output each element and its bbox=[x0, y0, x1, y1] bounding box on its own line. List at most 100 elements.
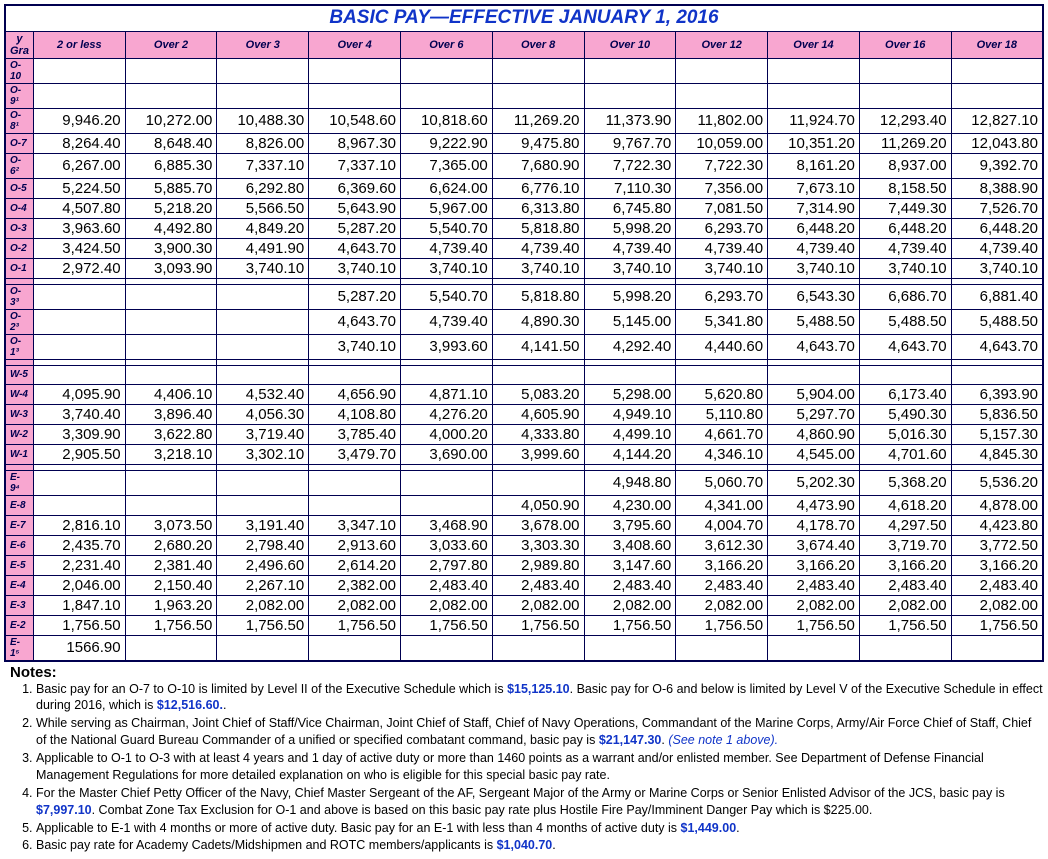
note-item: For the Master Chief Petty Officer of th… bbox=[36, 785, 1044, 819]
pay-value: 4,643.70 bbox=[859, 334, 951, 359]
pay-value: 7,722.30 bbox=[676, 153, 768, 178]
note-item: Applicable to E-1 with 4 months or more … bbox=[36, 820, 1044, 837]
pay-value: 5,488.50 bbox=[768, 309, 860, 334]
pay-value: 7,337.10 bbox=[217, 153, 309, 178]
grade-label: O-3 bbox=[5, 218, 33, 238]
grade-label: O-2 bbox=[5, 238, 33, 258]
grade-label: W-4 bbox=[5, 384, 33, 404]
grade-label: E-4 bbox=[5, 575, 33, 595]
pay-value: 6,776.10 bbox=[492, 178, 584, 198]
grade-label: O-10 bbox=[5, 58, 33, 83]
pay-value: 12,043.80 bbox=[951, 133, 1043, 153]
grade-label: E-5 bbox=[5, 555, 33, 575]
pay-value: 3,309.90 bbox=[33, 424, 125, 444]
years-column-header: Over 18 bbox=[951, 31, 1043, 58]
pay-value: 3,408.60 bbox=[584, 535, 676, 555]
pay-value: 5,145.00 bbox=[584, 309, 676, 334]
grade-label: E-9⁴ bbox=[5, 470, 33, 495]
pay-value: 5,060.70 bbox=[676, 470, 768, 495]
pay-value: 5,341.80 bbox=[676, 309, 768, 334]
table-row: E-21,756.501,756.501,756.501,756.501,756… bbox=[5, 615, 1043, 635]
pay-value: 3,740.10 bbox=[309, 334, 401, 359]
pay-value: 5,083.20 bbox=[492, 384, 584, 404]
pay-value bbox=[33, 58, 125, 83]
pay-value: 2,082.00 bbox=[492, 595, 584, 615]
pay-value: 6,173.40 bbox=[859, 384, 951, 404]
pay-value: 3,147.60 bbox=[584, 555, 676, 575]
pay-value: 4,144.20 bbox=[584, 444, 676, 464]
pay-value: 8,158.50 bbox=[859, 178, 951, 198]
table-row: E-42,046.002,150.402,267.102,382.002,483… bbox=[5, 575, 1043, 595]
pay-value: 4,739.40 bbox=[492, 238, 584, 258]
pay-value: 1,756.50 bbox=[676, 615, 768, 635]
pay-value bbox=[217, 284, 309, 309]
pay-value bbox=[400, 83, 492, 108]
pay-value: 4,739.40 bbox=[768, 238, 860, 258]
pay-value: 4,056.30 bbox=[217, 404, 309, 424]
pay-value: 4,178.70 bbox=[768, 515, 860, 535]
pay-value bbox=[584, 83, 676, 108]
pay-value: 1,756.50 bbox=[33, 615, 125, 635]
basic-pay-table: BASIC PAY—EFFECTIVE JANUARY 1, 2016 y Gr… bbox=[4, 4, 1044, 662]
pay-value bbox=[33, 309, 125, 334]
pay-value: 4,739.40 bbox=[400, 309, 492, 334]
pay-value: 3,785.40 bbox=[309, 424, 401, 444]
pay-value: 4,661.70 bbox=[676, 424, 768, 444]
pay-value bbox=[125, 284, 217, 309]
pay-value: 6,885.30 bbox=[125, 153, 217, 178]
pay-value: 3,166.20 bbox=[768, 555, 860, 575]
pay-value: 3,218.10 bbox=[125, 444, 217, 464]
pay-value bbox=[33, 470, 125, 495]
pay-value: 4,643.70 bbox=[309, 309, 401, 334]
table-row: W-33,740.403,896.404,056.304,108.804,276… bbox=[5, 404, 1043, 424]
pay-value bbox=[33, 83, 125, 108]
pay-value bbox=[309, 495, 401, 515]
years-column-header: Over 4 bbox=[309, 31, 401, 58]
pay-value: 6,881.40 bbox=[951, 284, 1043, 309]
pay-value: 4,860.90 bbox=[768, 424, 860, 444]
pay-value bbox=[125, 635, 217, 661]
pay-value: 4,739.40 bbox=[859, 238, 951, 258]
pay-value: 6,543.30 bbox=[768, 284, 860, 309]
notes-list: Basic pay for an O-7 to O-10 is limited … bbox=[10, 681, 1044, 855]
pay-value: 3,740.10 bbox=[217, 258, 309, 278]
pay-value: 3,622.80 bbox=[125, 424, 217, 444]
grade-label: W-3 bbox=[5, 404, 33, 424]
pay-value: 4,739.40 bbox=[584, 238, 676, 258]
pay-value: 7,314.90 bbox=[768, 198, 860, 218]
pay-value: 3,303.30 bbox=[492, 535, 584, 555]
pay-value: 9,475.80 bbox=[492, 133, 584, 153]
pay-value: 5,287.20 bbox=[309, 284, 401, 309]
pay-value: 2,680.20 bbox=[125, 535, 217, 555]
table-row: W-44,095.904,406.104,532.404,656.904,871… bbox=[5, 384, 1043, 404]
pay-value: 2,082.00 bbox=[951, 595, 1043, 615]
pay-value bbox=[33, 495, 125, 515]
pay-value: 2,483.40 bbox=[400, 575, 492, 595]
pay-value: 4,341.00 bbox=[676, 495, 768, 515]
pay-value bbox=[584, 365, 676, 384]
pay-value: 2,816.10 bbox=[33, 515, 125, 535]
pay-value bbox=[676, 635, 768, 661]
pay-value: 4,423.80 bbox=[951, 515, 1043, 535]
grade-label: W-2 bbox=[5, 424, 33, 444]
pay-value: 2,797.80 bbox=[400, 555, 492, 575]
notes-heading: Notes: bbox=[10, 664, 1044, 681]
pay-value: 2,082.00 bbox=[859, 595, 951, 615]
table-row: E-52,231.402,381.402,496.602,614.202,797… bbox=[5, 555, 1043, 575]
pay-value bbox=[859, 83, 951, 108]
pay-value: 5,490.30 bbox=[859, 404, 951, 424]
pay-value bbox=[309, 470, 401, 495]
pay-value: 5,287.20 bbox=[309, 218, 401, 238]
pay-value bbox=[859, 365, 951, 384]
grade-label: O-9¹ bbox=[5, 83, 33, 108]
column-header-row: y Gra2 or lessOver 2Over 3Over 4Over 6Ov… bbox=[5, 31, 1043, 58]
pay-value: 4,050.90 bbox=[492, 495, 584, 515]
pay-value: 4,406.10 bbox=[125, 384, 217, 404]
pay-value bbox=[309, 635, 401, 661]
table-row: W-5 bbox=[5, 365, 1043, 384]
pay-value: 5,157.30 bbox=[951, 424, 1043, 444]
pay-value: 4,532.40 bbox=[217, 384, 309, 404]
pay-value: 11,269.20 bbox=[859, 133, 951, 153]
pay-value: 4,095.90 bbox=[33, 384, 125, 404]
pay-value: 5,297.70 bbox=[768, 404, 860, 424]
